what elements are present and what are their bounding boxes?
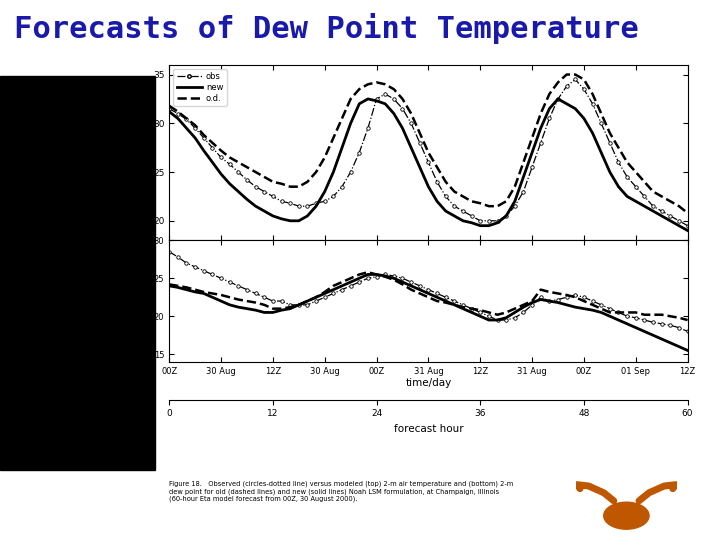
Y-axis label: air temperature (C): air temperature (C) — [138, 105, 148, 200]
new — [450, 213, 459, 219]
o.d. — [562, 71, 571, 78]
obs — [286, 200, 294, 206]
Text: Forecasts of Dew Point Temperature: Forecasts of Dew Point Temperature — [14, 14, 639, 44]
new — [286, 218, 294, 224]
Line: new: new — [169, 99, 688, 231]
o.d. — [623, 159, 631, 166]
new — [269, 213, 277, 219]
X-axis label: forecast hour: forecast hour — [394, 424, 463, 434]
o.d. — [286, 184, 294, 190]
o.d. — [476, 200, 485, 206]
Ellipse shape — [603, 502, 649, 529]
o.d. — [269, 179, 277, 185]
obs — [476, 218, 485, 224]
obs — [346, 169, 355, 176]
new — [165, 109, 174, 115]
Text: Figure 18.   Observed (circles-dotted line) versus modeled (top) 2-m air tempera: Figure 18. Observed (circles-dotted line… — [169, 481, 513, 502]
new — [485, 222, 493, 229]
o.d. — [346, 96, 355, 102]
obs — [441, 193, 450, 200]
new — [683, 227, 692, 234]
new — [364, 96, 372, 102]
Line: obs: obs — [168, 78, 689, 227]
obs — [683, 222, 692, 229]
new — [623, 193, 631, 200]
Line: o.d.: o.d. — [169, 75, 688, 213]
Y-axis label: dew point (C): dew point (C) — [138, 268, 148, 334]
new — [346, 120, 355, 126]
Legend: obs, new, o.d.: obs, new, o.d. — [174, 69, 227, 106]
X-axis label: time/day: time/day — [405, 379, 451, 388]
o.d. — [165, 103, 174, 109]
obs — [165, 105, 174, 112]
obs — [269, 193, 277, 200]
o.d. — [441, 179, 450, 185]
obs — [623, 174, 631, 180]
o.d. — [683, 210, 692, 216]
obs — [571, 76, 580, 83]
